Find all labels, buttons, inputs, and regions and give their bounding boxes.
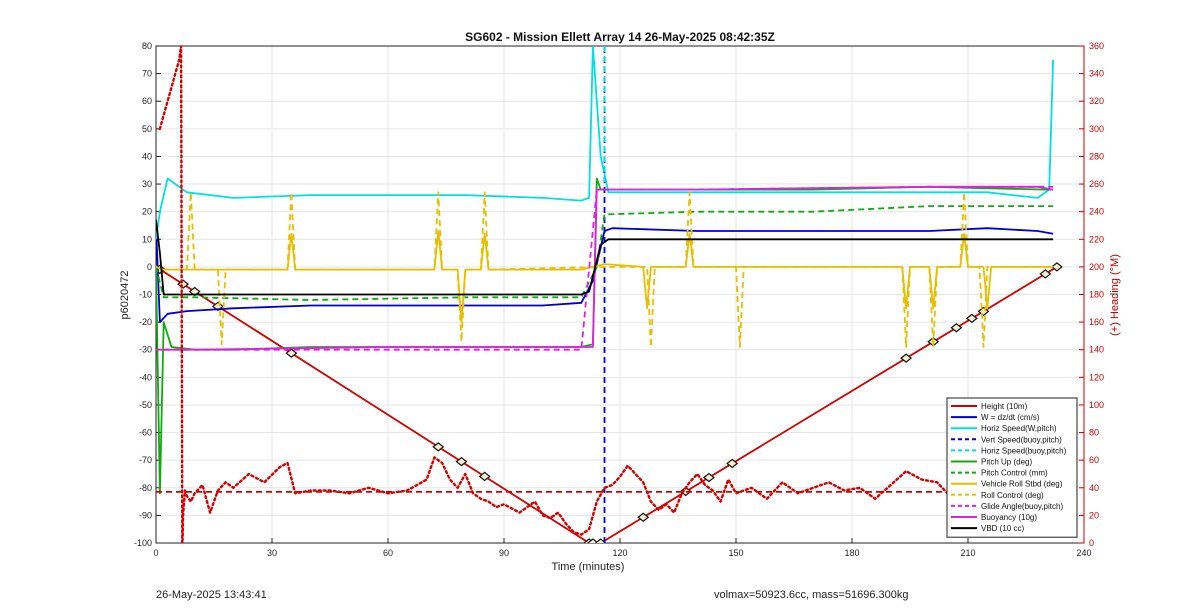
y2-tick-label: 300 [1089, 124, 1104, 134]
legend-label: Vehicle Roll Stbd (deg) [981, 480, 1063, 489]
y2-tick-label: 160 [1089, 317, 1104, 327]
y-tick-label: -90 [139, 510, 152, 520]
y2-tick-label: 220 [1089, 234, 1104, 244]
legend-label: Roll Control (deg) [981, 491, 1044, 500]
legend-label: W = dz/dt (cm/s) [981, 413, 1040, 422]
y2-tick-label: 0 [1089, 538, 1094, 548]
height-marker [1050, 262, 1063, 272]
y2-tick-label: 40 [1089, 483, 1099, 493]
height-marker [637, 512, 650, 523]
y2-tick-label: 80 [1089, 428, 1099, 438]
y2-tick-label: 280 [1089, 151, 1104, 161]
footer-timestamp: 26-May-2025 13:43:41 [156, 589, 267, 601]
footer-mass-info: volmax=50923.6cc, mass=51696.300kg [714, 589, 909, 601]
height-marker [1039, 269, 1052, 279]
height-marker [900, 353, 913, 363]
height-marker [950, 322, 963, 333]
x-tick-label: 60 [383, 548, 393, 558]
x-tick-label: 120 [612, 548, 627, 558]
y-tick-label: 40 [142, 151, 152, 161]
legend-label: Vert Speed(buoy,pitch) [981, 435, 1062, 444]
x-tick-label: 90 [499, 548, 509, 558]
y-tick-label: 60 [142, 96, 152, 106]
y2-tick-label: 240 [1089, 207, 1104, 217]
y-tick-label: -10 [139, 290, 152, 300]
height-marker [702, 472, 715, 483]
y-tick-label: -60 [139, 428, 152, 438]
y-tick-label: -50 [139, 400, 152, 410]
y2-tick-label: 200 [1089, 262, 1104, 272]
y-tick-label: 0 [147, 262, 152, 272]
x-tick-label: 150 [728, 548, 743, 558]
series-line-11 [156, 185, 1054, 351]
y-tick-label: 30 [142, 179, 152, 189]
legend-label: Pitch Up (deg) [981, 458, 1032, 467]
legend-box [946, 397, 1078, 538]
y-tick-label: -80 [139, 483, 152, 493]
x-tick-label: 0 [153, 548, 158, 558]
y-tick-label: -20 [139, 317, 152, 327]
y-tick-label: 80 [142, 41, 152, 51]
y2-tick-label: 20 [1089, 510, 1099, 520]
y-axis-label: p6020472 [119, 271, 131, 320]
y2-tick-label: 340 [1089, 69, 1104, 79]
x-tick-label: 240 [1076, 548, 1091, 558]
x-tick-label: 180 [844, 548, 859, 558]
x-tick-label: 210 [960, 548, 975, 558]
legend-label: Glide Angle(buoy,pitch) [981, 502, 1063, 511]
legend-label: Horiz Speed(buoy,pitch) [981, 446, 1067, 455]
series-line-3 [156, 46, 1054, 240]
plot-area: 0 30 60 90 120 150 180 210 240-100-90-80-70-60-5… [134, 41, 1104, 558]
y-tick-label: 70 [142, 69, 152, 79]
y2-axis-label: (+) Heading (°M) [1109, 254, 1121, 336]
series-layer [156, 46, 1063, 543]
legend-label: Buoyancy (10g) [981, 513, 1037, 522]
height-marker [586, 538, 599, 543]
chart-title: SG602 - Mission Ellett Array 14 26-May-2… [465, 30, 775, 44]
legend-label: Horiz Speed(W,pitch) [981, 424, 1057, 433]
y2-tick-label: 120 [1089, 372, 1104, 382]
height-marker [726, 458, 739, 469]
y-tick-label: -30 [139, 345, 152, 355]
y2-tick-label: 260 [1089, 179, 1104, 189]
series-line-2 [156, 225, 1054, 324]
series-line-1 [156, 266, 1058, 543]
y-tick-label: -70 [139, 455, 152, 465]
y-tick-label: 10 [142, 234, 152, 244]
y2-tick-label: 180 [1089, 290, 1104, 300]
y2-tick-label: 100 [1089, 400, 1104, 410]
y2-tick-label: 360 [1089, 41, 1104, 51]
series-line-12 [156, 219, 1054, 296]
x-tick-label: 30 [267, 548, 277, 558]
y-tick-label: 20 [142, 207, 152, 217]
y-tick-label: 50 [142, 124, 152, 134]
y2-tick-label: 140 [1089, 345, 1104, 355]
legend-label: VBD (10 cc) [981, 524, 1024, 533]
height-marker [455, 456, 468, 467]
height-marker [594, 538, 607, 543]
legend-label: Pitch Control (mm) [981, 469, 1048, 478]
series-line-13 [158, 46, 1055, 543]
height-marker [432, 442, 445, 452]
x-axis-label: Time (minutes) [552, 561, 625, 573]
series-line-7 [156, 205, 1054, 301]
y2-tick-label: 320 [1089, 96, 1104, 106]
height-marker [965, 313, 978, 324]
y-tick-label: -100 [134, 538, 152, 548]
y-tick-label: -40 [139, 372, 152, 382]
height-marker [478, 471, 491, 482]
y2-tick-label: 60 [1089, 455, 1099, 465]
legend-label: Height (10m) [981, 402, 1028, 411]
